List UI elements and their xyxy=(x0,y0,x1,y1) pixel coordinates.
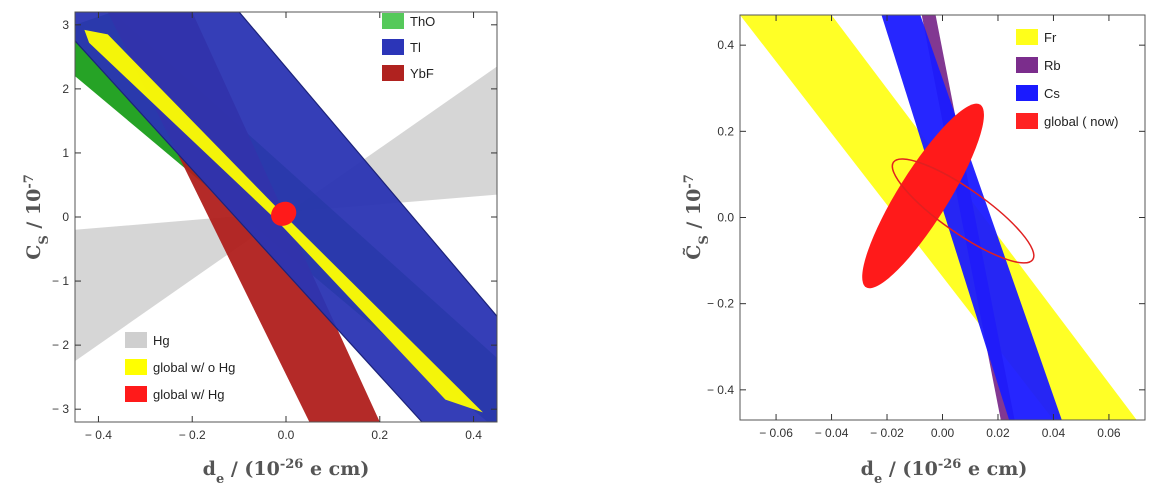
left-ticks: − 0.4 − 0.2 0.0 0.2 0.4 − 3 − 2 − 1 0 1 2 3 xyxy=(52,12,497,442)
x-tick-label: 0.0 xyxy=(278,428,295,442)
legend-swatch-global-w-o-hg xyxy=(125,359,147,375)
right-x-axis-label: de / (10-26 e cm) xyxy=(861,457,1028,487)
legend-swatch-cs xyxy=(1016,85,1038,101)
region-global-w-hg xyxy=(271,201,297,226)
right-ticks: − 0.06 − 0.04 − 0.02 0.00 0.02 0.04 0.06 − 0.4 −… xyxy=(707,15,1145,440)
global-future-ellipse-outline xyxy=(891,158,1035,264)
y-tick-label: − 0.2 xyxy=(707,297,734,311)
y-tick-label: − 2 xyxy=(52,338,69,352)
legend-swatch-rb xyxy=(1016,57,1038,73)
legend-swatch-tho xyxy=(382,13,404,29)
y-tick-label: 0.2 xyxy=(717,124,734,138)
legend-swatch-fr xyxy=(1016,29,1038,45)
legend-label-fr: Fr xyxy=(1044,30,1057,45)
x-tick-label: 0.2 xyxy=(371,428,388,442)
x-tick-label: − 0.04 xyxy=(815,426,849,440)
y-tick-label: 0.0 xyxy=(717,211,734,225)
legend-swatch-global-w-hg xyxy=(125,386,147,402)
y-tick-label: 0.4 xyxy=(717,38,734,52)
legend-label-tl: Tl xyxy=(410,40,421,55)
legend-swatch-tl xyxy=(382,39,404,55)
y-tick-label: 0 xyxy=(62,210,69,224)
left-legend: ThO Tl YbF Hg global w/ o Hg global w/ Hg xyxy=(125,13,435,402)
legend-label-cs: Cs xyxy=(1044,86,1060,101)
legend-swatch-ybf xyxy=(382,65,404,81)
region-global-now xyxy=(862,103,984,289)
x-tick-label: − 0.4 xyxy=(85,428,112,442)
legend-label-tho: ThO xyxy=(410,14,435,29)
legend-swatch-global-now xyxy=(1016,113,1038,129)
x-tick-label: 0.00 xyxy=(931,426,955,440)
x-tick-label: − 0.06 xyxy=(759,426,793,440)
x-tick-label: − 0.2 xyxy=(179,428,206,442)
x-tick-label: 0.02 xyxy=(986,426,1010,440)
right-legend: Fr Rb Cs global ( now) xyxy=(1016,29,1118,129)
x-tick-label: − 0.02 xyxy=(870,426,904,440)
right-y-axis-label: C̃S / 10-7 xyxy=(682,174,712,260)
y-tick-label: 1 xyxy=(62,146,69,160)
legend-label-global-w-hg: global w/ Hg xyxy=(153,387,225,402)
y-tick-label: 3 xyxy=(62,18,69,32)
y-tick-label: − 1 xyxy=(52,274,69,288)
legend-label-global-now: global ( now) xyxy=(1044,114,1118,129)
left-y-axis-label: CS / 10-7 xyxy=(22,174,52,260)
y-tick-label: − 0.4 xyxy=(707,383,734,397)
y-tick-label: 2 xyxy=(62,82,69,96)
right-plot-area xyxy=(740,15,1137,420)
x-tick-label: 0.06 xyxy=(1097,426,1121,440)
legend-label-ybf: YbF xyxy=(410,66,434,81)
region-cs xyxy=(881,15,1062,420)
legend-label-rb: Rb xyxy=(1044,58,1061,73)
x-tick-label: 0.4 xyxy=(465,428,482,442)
legend-label-hg: Hg xyxy=(153,333,170,348)
legend-label-global-w-o-hg: global w/ o Hg xyxy=(153,360,235,375)
left-x-axis-label: de / (10-26 e cm) xyxy=(203,457,370,487)
legend-swatch-hg xyxy=(125,332,147,348)
left-plot-area xyxy=(75,12,497,422)
y-tick-label: − 3 xyxy=(52,402,69,416)
x-tick-label: 0.04 xyxy=(1042,426,1066,440)
